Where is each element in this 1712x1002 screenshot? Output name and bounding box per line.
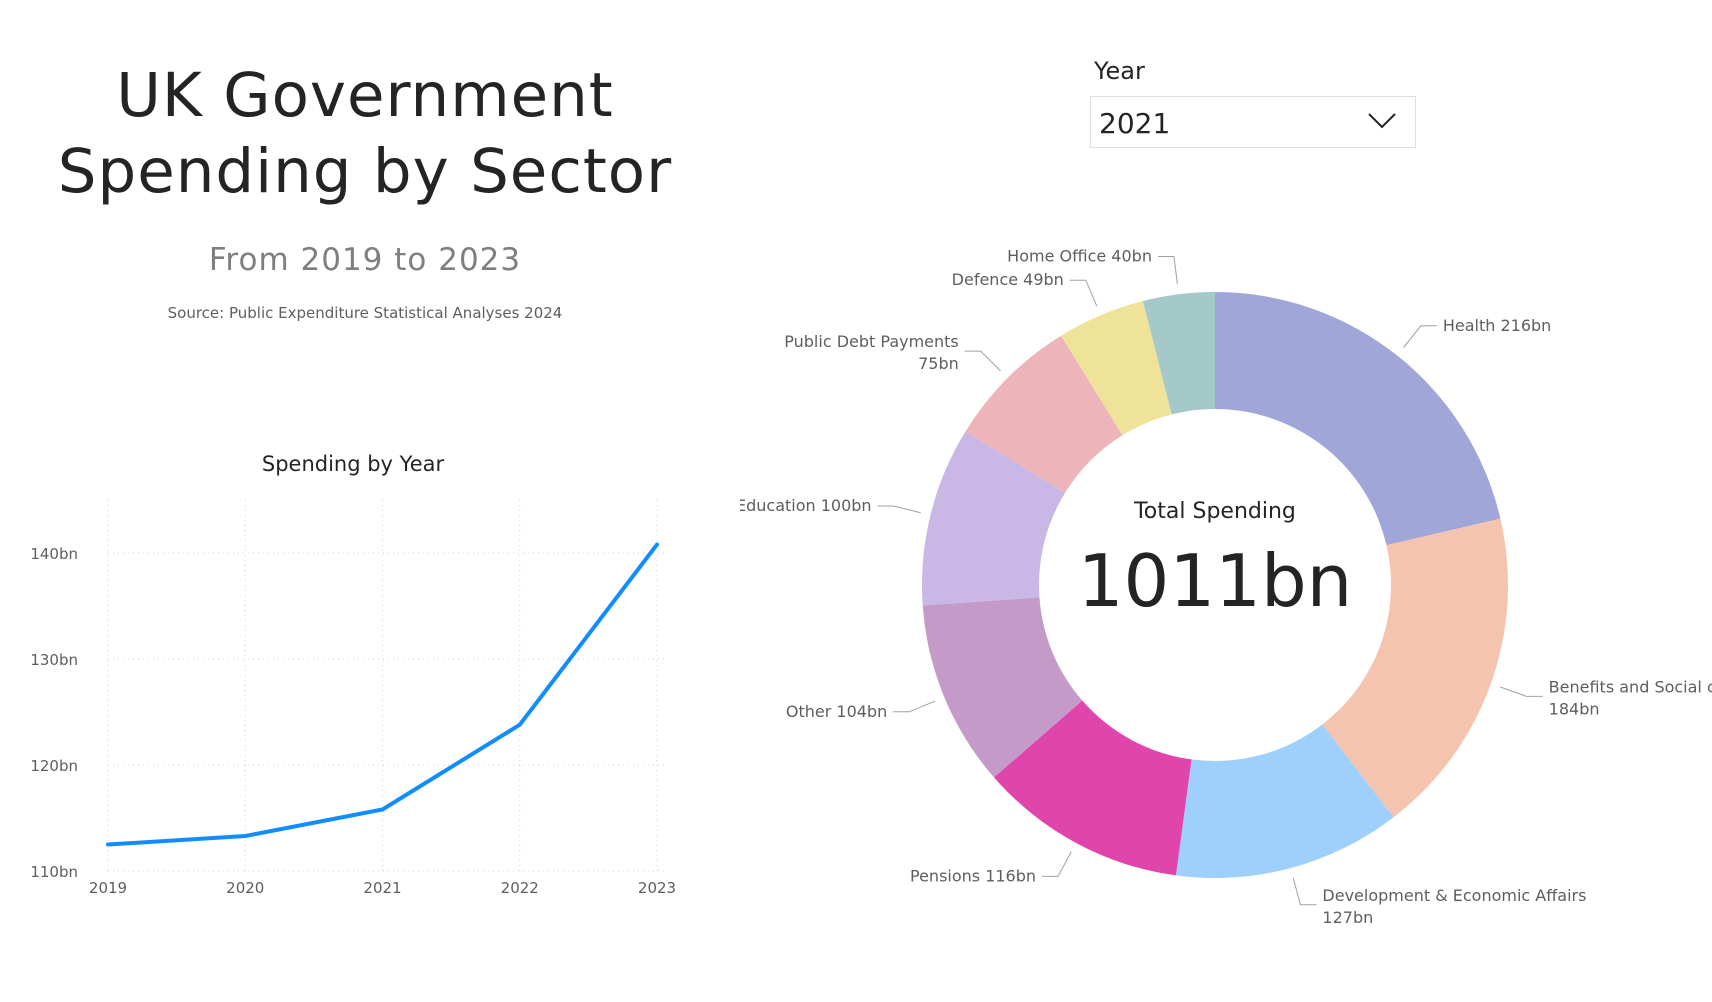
line-chart-x-axis: 2019 2020 2021 2022 2023 <box>89 879 676 897</box>
source-note: Source: Public Expenditure Statistical A… <box>167 304 563 322</box>
donut-slice-6[interactable] <box>965 335 1123 493</box>
page-title: UK Government Spending by Sector <box>40 58 690 210</box>
donut-slice-4[interactable] <box>922 597 1083 778</box>
year-slicer-label: Year <box>1094 57 1145 85</box>
donut-label: Development & Economic Affairs <box>1322 886 1586 905</box>
donut-label: Education 100bn <box>740 496 872 515</box>
donut-label: Home Office 40bn <box>1007 247 1152 266</box>
donut-center-label: Total Spending <box>1133 499 1296 524</box>
x-tick-label: 2021 <box>363 879 401 897</box>
x-tick-label: 2023 <box>638 879 676 897</box>
donut-slice-2[interactable] <box>1175 724 1394 878</box>
donut-leader-line <box>1403 325 1437 349</box>
donut-label: Benefits and Social care <box>1549 677 1712 696</box>
y-tick-label: 140bn <box>30 545 78 563</box>
line-series <box>106 542 659 847</box>
line-chart: Spending by Year 110bn 120bn 130bn 140bn 20… <box>30 452 676 897</box>
donut-label: Defence 49bn <box>952 270 1064 289</box>
y-tick-label: 130bn <box>30 651 78 669</box>
line-chart-title: Spending by Year <box>262 452 445 476</box>
donut-slice-8[interactable] <box>1142 292 1215 415</box>
donut-label: Public Debt Payments <box>784 332 959 351</box>
donut-slice-7[interactable] <box>1061 301 1172 436</box>
donut-label: Pensions 116bn <box>910 866 1036 885</box>
page-subtitle: From 2019 to 2023 <box>208 242 522 278</box>
line-chart-y-axis: 110bn 120bn 130bn 140bn <box>30 545 78 881</box>
line-chart-grid <box>107 500 665 872</box>
donut-leader-line <box>1042 851 1072 877</box>
donut-label: Other 104bn <box>786 702 887 721</box>
donut-leader-line <box>1069 279 1098 307</box>
donut-leader-line <box>964 350 1001 372</box>
donut-value-label: 184bn <box>1549 699 1600 718</box>
chevron-down-icon[interactable] <box>1367 109 1397 131</box>
year-slicer-dropdown[interactable]: 2021 <box>1090 96 1416 148</box>
donut-leader-line <box>1500 686 1543 697</box>
donut-label: Health 216bn <box>1443 316 1551 335</box>
donut-leader-line <box>893 700 936 713</box>
donut-labels: Health 216bn Benefits and Social care 184b… <box>740 247 1712 927</box>
donut-slices <box>922 292 1508 878</box>
donut-value-label: 75bn <box>918 354 959 373</box>
donut-leader-line <box>1292 877 1317 906</box>
donut-slice-3[interactable] <box>993 700 1192 876</box>
x-tick-label: 2020 <box>226 879 264 897</box>
donut-slice-5[interactable] <box>922 431 1066 606</box>
donut-leader-line <box>877 505 921 514</box>
page-title-line2: Spending by Sector <box>57 136 673 207</box>
x-tick-label: 2019 <box>89 879 127 897</box>
y-tick-label: 120bn <box>30 757 78 775</box>
donut-value-label: 127bn <box>1322 908 1373 927</box>
donut-slice-1[interactable] <box>1322 518 1508 818</box>
x-tick-label: 2022 <box>501 879 539 897</box>
donut-slice-0[interactable] <box>1215 292 1501 546</box>
donut-chart: Health 216bn Benefits and Social care 184b… <box>740 247 1712 927</box>
y-tick-label: 110bn <box>30 863 78 881</box>
year-slicer-value: 2021 <box>1099 107 1171 140</box>
donut-center-value: 1011bn <box>1078 539 1353 623</box>
page-title-line1: UK Government <box>116 60 614 131</box>
donut-leader-line <box>1157 256 1178 285</box>
